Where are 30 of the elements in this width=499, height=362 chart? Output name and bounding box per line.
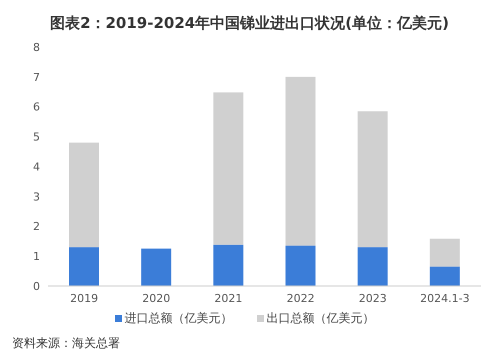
bar — [213, 244, 244, 286]
x-tick-label: 2020 — [142, 292, 170, 305]
text: 资料来源：海关总署 — [11, 335, 121, 352]
x-tick-label: 2023 — [358, 292, 387, 305]
bar — [430, 266, 460, 286]
y-tick-label: 1 — [33, 250, 40, 264]
bar — [358, 111, 388, 248]
legend-label: 出口总额（亿美元） — [266, 310, 374, 327]
y-tick-label: 4 — [33, 160, 40, 174]
bar — [286, 76, 316, 246]
y-tick-label: 8 — [33, 40, 40, 54]
bar — [69, 142, 99, 248]
x-tick-label: 2021 — [214, 292, 242, 305]
chart-title: 图表2：2019-2024年中国锑业进出口状况(单位：亿美元) — [49, 13, 450, 34]
y-tick-label: 6 — [33, 100, 40, 114]
x-tick-label: 2024.1-3 — [420, 292, 470, 305]
bar — [430, 238, 460, 267]
y-tick-label: 0 — [33, 280, 40, 293]
y-tick-label: 2 — [33, 220, 40, 234]
bar — [358, 247, 388, 286]
y-tick-label: 3 — [33, 190, 40, 204]
bar — [286, 246, 316, 286]
bar — [69, 247, 99, 286]
x-tick-label: 2022 — [286, 292, 315, 305]
legend-label: 进口总额（亿美元） — [124, 310, 232, 327]
bar — [213, 92, 244, 245]
y-tick-label: 7 — [33, 70, 40, 84]
y-tick-label: 5 — [33, 130, 40, 144]
x-tick-label: 2019 — [70, 292, 98, 305]
bar — [141, 248, 172, 286]
